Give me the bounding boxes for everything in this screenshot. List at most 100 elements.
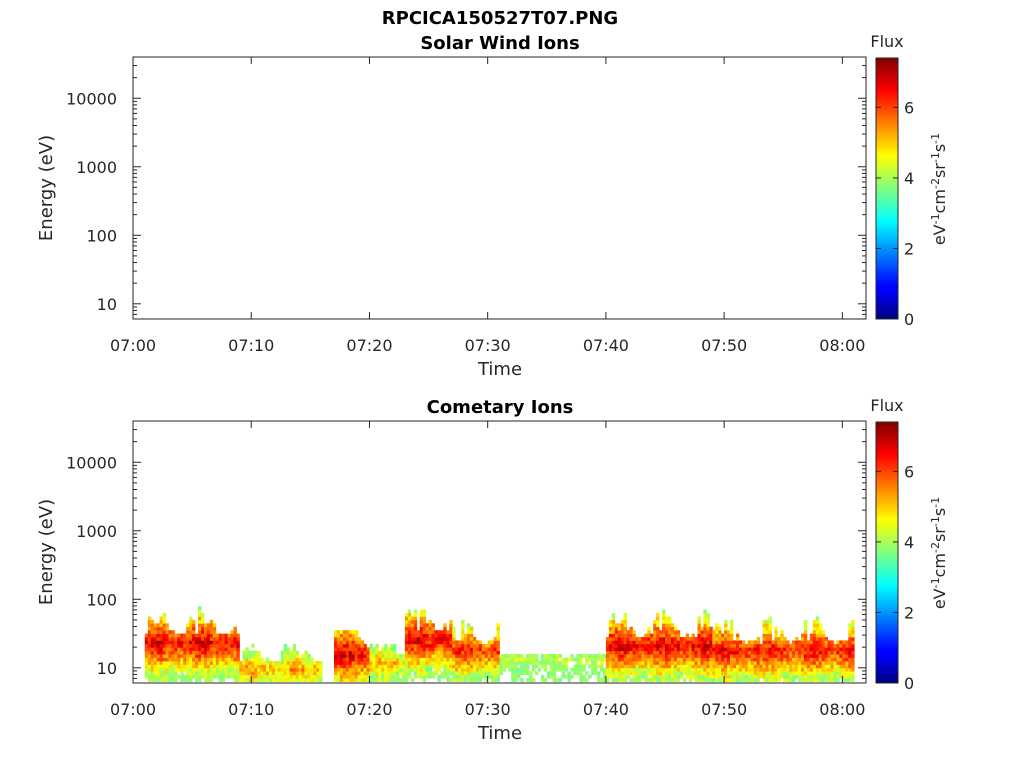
spectrogram-cell (230, 657, 234, 662)
spectrogram-cell (464, 657, 468, 662)
spectrogram-cell (762, 654, 766, 658)
spectrogram-cell (271, 671, 276, 676)
spectrogram-cell (777, 678, 781, 682)
spectrogram-cell (233, 654, 237, 658)
spectrogram-cell (679, 643, 684, 648)
spectrogram-cell (629, 630, 633, 634)
spectrogram-cell (733, 640, 737, 645)
spectrogram-cell (192, 630, 196, 634)
spectrogram-cell (475, 650, 480, 655)
spectrogram-cell (209, 664, 214, 669)
spectrogram-cell (410, 630, 415, 634)
spectrogram-cell (549, 667, 554, 672)
spectrogram-cell (670, 626, 675, 631)
spectrogram-cell (363, 657, 367, 662)
spectrogram-cell (815, 657, 820, 662)
spectrogram-cell (653, 671, 657, 676)
spectrogram-cell (402, 674, 406, 679)
spectrogram-cell (351, 678, 356, 682)
spectrogram-cell (224, 643, 228, 648)
spectrogram-cell (818, 661, 823, 665)
spectrogram-cell (629, 650, 633, 655)
spectrogram-cell (605, 640, 610, 645)
spectrogram-cell (597, 657, 601, 662)
spectrogram-cell (165, 664, 169, 669)
spectrogram-cell (156, 674, 160, 679)
spectrogram-cell (218, 654, 223, 658)
spectrogram-cell (357, 661, 361, 665)
spectrogram-cell (455, 640, 459, 645)
spectrogram-cell (339, 661, 344, 665)
spectrogram-cell (520, 678, 524, 682)
spectrogram-cell (425, 623, 429, 628)
spectrogram-cell (301, 674, 305, 679)
spectrogram-cell (159, 647, 163, 652)
spectrogram-cell (552, 654, 557, 658)
spectrogram-cell (641, 667, 645, 672)
spectrogram-cell (774, 633, 778, 638)
spectrogram-cell (839, 664, 843, 669)
spectrogram-cell (798, 643, 802, 648)
spectrogram-cell (189, 664, 193, 669)
spectrogram-cell (147, 678, 152, 682)
spectrogram-cell (809, 647, 814, 652)
spectrogram-cell (475, 657, 480, 662)
spectrogram-cell (257, 671, 261, 676)
spectrogram-cell (839, 674, 843, 679)
spectrogram-cell (617, 647, 622, 652)
spectrogram-cell (703, 637, 707, 641)
spectrogram-cell (404, 661, 409, 665)
spectrogram-cell (469, 671, 474, 676)
spectrogram-cell (801, 674, 805, 679)
spectrogram-cell (653, 657, 657, 662)
spectrogram-cell (422, 630, 427, 634)
spectrogram-cell (851, 633, 855, 638)
spectrogram-cell (162, 661, 166, 665)
spectrogram-cell (848, 671, 852, 676)
spectrogram-cell (821, 664, 826, 669)
spectrogram-cell (644, 661, 648, 665)
spectrogram-cell (404, 613, 409, 617)
spectrogram-cell (712, 671, 716, 676)
spectrogram-cell (177, 650, 181, 655)
spectrogram-cell (851, 667, 855, 672)
spectrogram-cell (257, 657, 261, 662)
spectrogram-cell (617, 623, 622, 628)
spectrogram-cell (425, 657, 429, 662)
spectrogram-cell (564, 661, 568, 665)
spectrogram-cell (629, 661, 633, 665)
spectrogram-cell (608, 661, 613, 665)
spectrogram-cell (706, 667, 710, 672)
spectrogram-cell (629, 654, 633, 658)
spectrogram-cell (724, 667, 728, 672)
spectrogram-cell (830, 674, 834, 679)
spectrogram-cell (792, 650, 796, 655)
spectrogram-cell (422, 664, 427, 669)
spectrogram-cell (762, 657, 766, 662)
spectrogram-cell (611, 654, 616, 658)
spectrogram-cell (765, 626, 769, 631)
spectrogram-cell (558, 678, 562, 682)
spectrogram-cell (206, 661, 211, 665)
spectrogram-cell (688, 674, 693, 679)
spectrogram-cell (171, 671, 175, 676)
spectrogram-cell (662, 619, 666, 624)
spectrogram-cell (490, 678, 494, 682)
spectrogram-cell (218, 633, 223, 638)
spectrogram-cell (292, 654, 296, 658)
spectrogram-cell (727, 650, 731, 655)
spectrogram-cell (153, 643, 158, 648)
spectrogram-cell (342, 661, 347, 665)
spectrogram-cell (407, 609, 412, 614)
spectrogram-cell (620, 640, 625, 645)
spectrogram-cell (192, 619, 196, 624)
spectrogram-cell (428, 654, 432, 658)
spectrogram-cell (789, 643, 793, 648)
spectrogram-cell (809, 650, 814, 655)
spectrogram-cell (150, 674, 155, 679)
colorbar-title: Flux (870, 32, 903, 51)
spectrogram-cell (334, 671, 338, 676)
spectrogram-cell (478, 667, 483, 672)
